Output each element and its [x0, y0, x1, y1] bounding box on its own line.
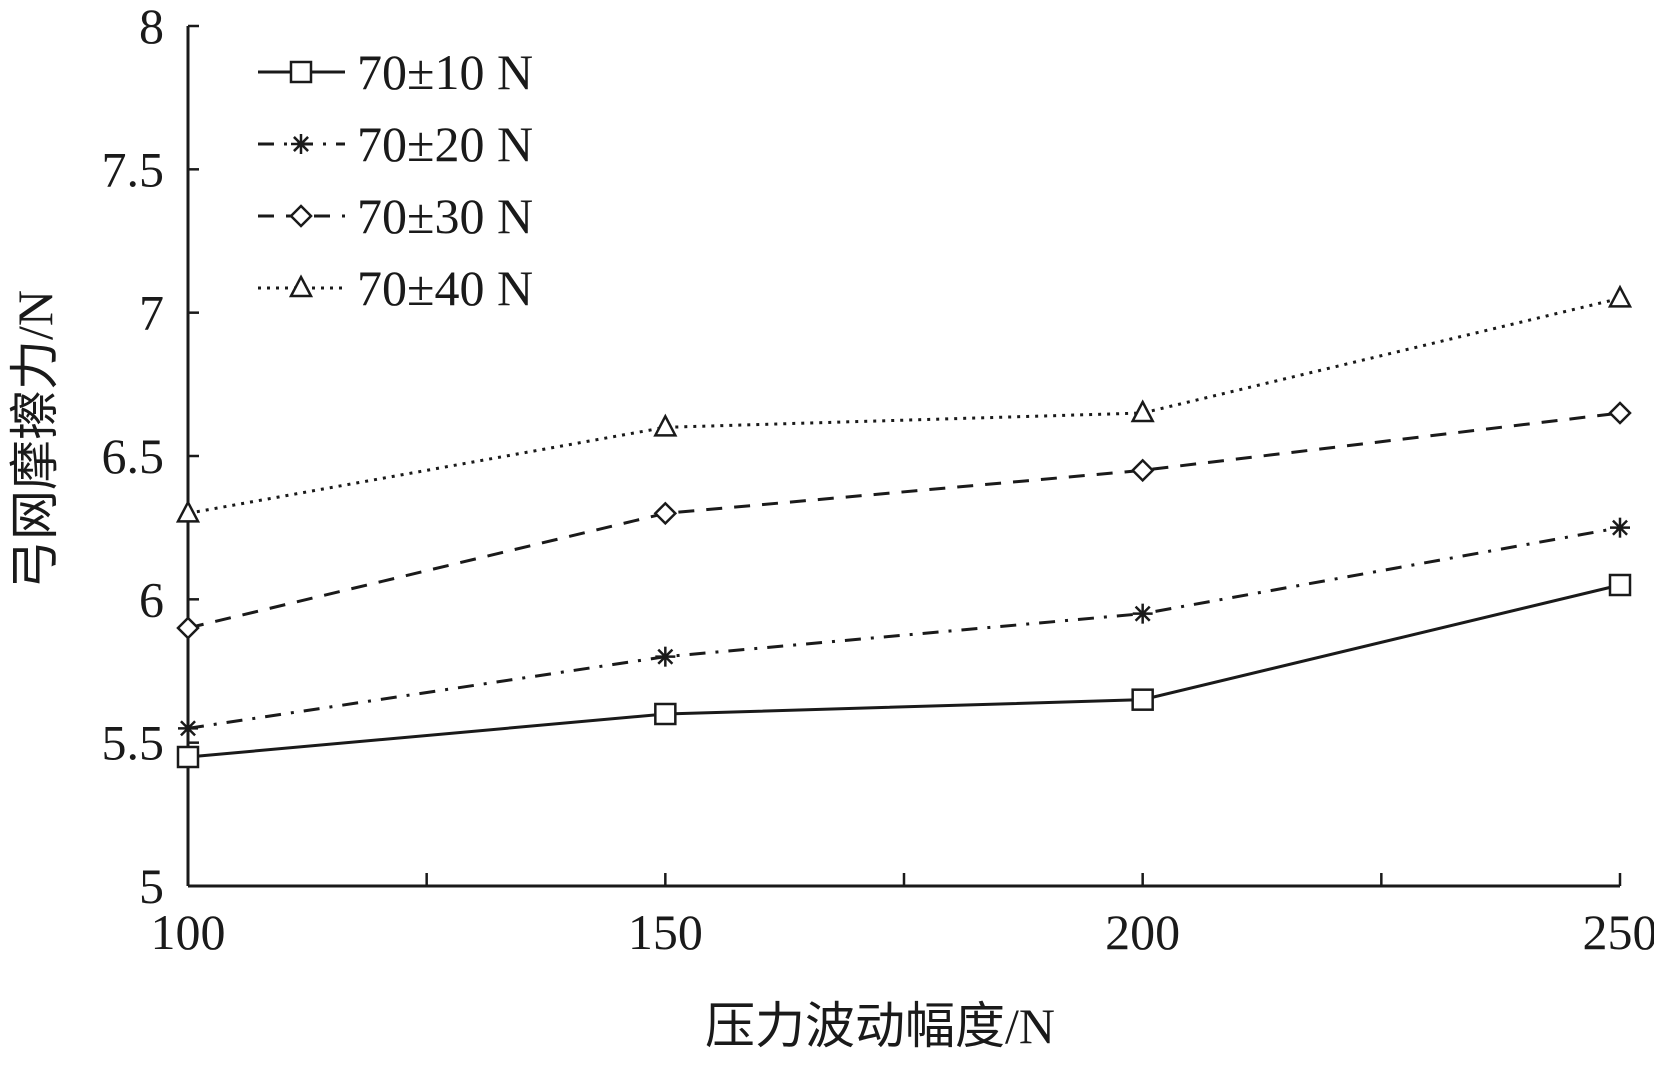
data-point: [1133, 460, 1153, 480]
data-point: [655, 503, 675, 523]
y-tick-label: 7.5: [102, 141, 165, 197]
data-point: [1133, 690, 1153, 710]
data-point: [1610, 518, 1630, 538]
x-tick-label: 100: [151, 904, 226, 960]
series-line: [188, 528, 1620, 729]
y-tick-label: 6.5: [102, 428, 165, 484]
legend-item-1: 70±10 N: [258, 44, 533, 100]
x-axis-title: 压力波动幅度/N: [705, 998, 1055, 1054]
legend-label: 70±40 N: [357, 260, 533, 316]
legend-marker: [291, 134, 311, 154]
legend-label: 70±20 N: [357, 116, 533, 172]
series-1: [178, 575, 1630, 767]
series-line: [188, 298, 1620, 513]
data-point: [178, 718, 198, 738]
x-tick-label: 150: [628, 904, 703, 960]
y-tick-label: 8: [139, 0, 164, 54]
series-2: [178, 518, 1630, 739]
series-line: [188, 413, 1620, 628]
series-layer: [178, 287, 1630, 767]
data-point: [178, 618, 198, 638]
data-point: [1133, 402, 1153, 421]
data-point: [655, 647, 675, 667]
data-point: [655, 704, 675, 724]
series-line: [188, 585, 1620, 757]
x-tick-label: 250: [1583, 904, 1654, 960]
data-point: [178, 747, 198, 767]
data-point: [1610, 403, 1630, 423]
data-point: [178, 502, 198, 521]
legend-marker: [291, 206, 311, 226]
series-3: [178, 403, 1630, 638]
legend-label: 70±10 N: [357, 44, 533, 100]
x-tick-label: 200: [1105, 904, 1180, 960]
y-tick-label: 6: [139, 571, 164, 627]
data-point: [1610, 575, 1630, 595]
legend-marker: [291, 62, 311, 82]
y-tick-label: 5.5: [102, 715, 165, 771]
legend-item-2: 70±20 N: [258, 116, 533, 172]
y-tick-label: 7: [139, 285, 164, 341]
legend-label: 70±30 N: [357, 188, 533, 244]
data-point: [1133, 604, 1153, 624]
series-4: [178, 287, 1630, 521]
data-point: [1610, 287, 1630, 306]
legend-item-4: 70±40 N: [258, 260, 533, 316]
y-axis-title: 弓网摩擦力/N: [7, 290, 63, 590]
legend-item-3: 70±30 N: [258, 188, 533, 244]
legend: 70±10 N 70±20 N 70±30 N 70±40 N: [258, 44, 533, 316]
data-point: [655, 416, 675, 435]
